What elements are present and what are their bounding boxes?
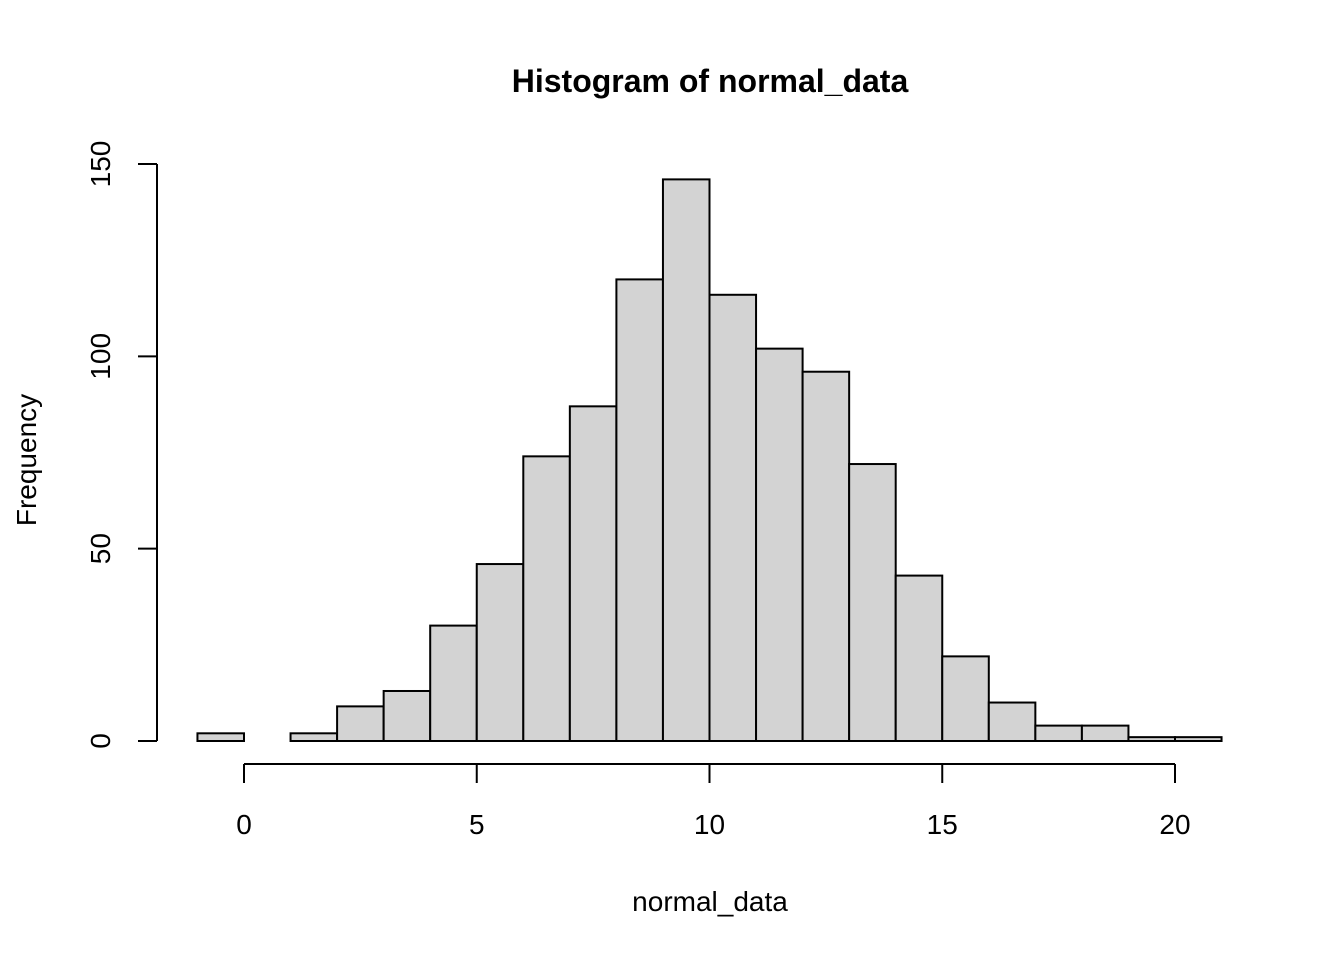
histogram-bar	[755, 347, 804, 742]
y-tick-label: 50	[85, 533, 116, 564]
histogram-bar	[708, 293, 758, 742]
histogram-bar	[1127, 736, 1176, 742]
histogram-bar	[196, 732, 245, 742]
histogram-bar	[475, 563, 525, 743]
histogram-bar	[1174, 736, 1223, 742]
histogram-bar	[941, 655, 990, 743]
histogram-bar	[615, 278, 664, 742]
x-tick-label: 15	[927, 809, 958, 840]
histogram-bar	[429, 624, 478, 742]
histogram-bar	[987, 701, 1037, 742]
x-axis: 0 5 10 15 20	[236, 763, 1191, 840]
x-tick-label: 0	[236, 809, 252, 840]
histogram-bar	[382, 689, 432, 743]
histogram-bar	[661, 178, 711, 743]
histogram-bar	[568, 405, 618, 742]
histogram-bar	[894, 574, 944, 742]
bars	[196, 178, 1223, 743]
histogram-bar	[1034, 724, 1083, 743]
y-tick-label: 100	[85, 333, 116, 380]
x-tick-label: 10	[694, 809, 725, 840]
histogram-bar	[1080, 724, 1130, 743]
histogram-bar	[336, 705, 385, 743]
y-tick-label: 0	[85, 733, 116, 749]
histogram-bar	[848, 463, 897, 742]
x-axis-title: normal_data	[632, 886, 788, 917]
histogram-bar	[522, 455, 571, 742]
y-axis: 0 50 100 150	[85, 141, 158, 749]
y-axis-title: Frequency	[11, 394, 42, 526]
y-tick-label: 150	[85, 141, 116, 188]
histogram-bar	[289, 732, 339, 742]
histogram-bar	[801, 370, 851, 742]
x-tick-label: 5	[469, 809, 485, 840]
x-tick-label: 20	[1159, 809, 1190, 840]
chart-title: Histogram of normal_data	[512, 63, 909, 99]
